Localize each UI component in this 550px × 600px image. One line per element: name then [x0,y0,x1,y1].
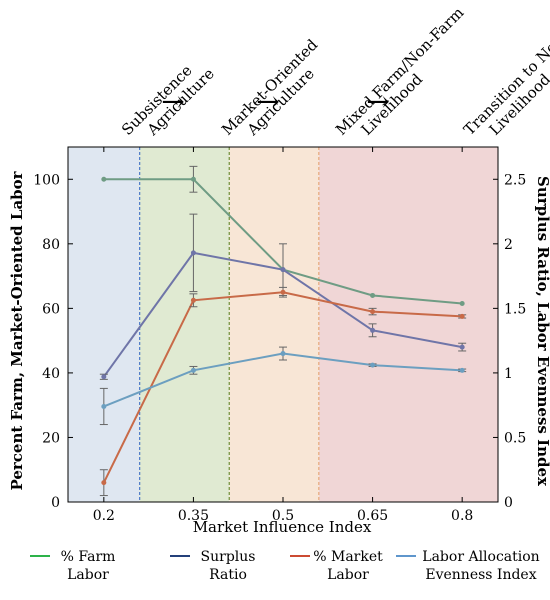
data-point [280,267,286,273]
phase-band [139,147,230,502]
phase-arrow: → [161,85,184,118]
x-axis-label: Market Influence Index [193,518,372,536]
legend: % Farm Labor Surplus Ratio % Market Labor Labo… [30,549,540,583]
series-group [99,286,467,497]
data-point [190,297,196,303]
series-group [99,346,467,426]
data-point [101,403,107,409]
legend-label: Evenness Index [425,567,536,583]
legend-label: Labor [327,567,369,583]
data-point [101,480,107,486]
y-left-tick-label: 20 [42,430,60,446]
legend-label: Labor [67,567,109,583]
data-point [459,313,465,319]
phase-band [229,147,319,502]
data-point [280,289,286,295]
legend-label: Ratio [209,567,247,583]
data-point [101,176,107,182]
legend-label: % Market [313,549,383,565]
y-right-tick-label: 2.5 [504,172,526,188]
y-left-tick-label: 0 [51,495,60,511]
data-point [459,301,465,307]
x-tick-label: 0.65 [357,508,388,524]
data-point [370,327,376,333]
data-point [459,344,465,350]
data-point [101,374,107,380]
x-tick-label: 0.35 [178,508,209,524]
data-point [190,176,196,182]
phase-band [318,147,498,502]
phase-bands [68,147,498,502]
y-right-tick-label: 1 [504,366,513,382]
y-right-tick-label: 0 [504,495,513,511]
phase-band [68,147,140,502]
legend-label: Labor Allocation [422,549,539,565]
data-point [370,292,376,298]
data-point [190,250,196,256]
data-point [370,309,376,315]
y-right-tick-label: 1.5 [504,301,526,317]
y-left-tick-label: 100 [33,172,60,188]
y-left-tick-label: 80 [42,237,60,253]
y-left-tick-label: 40 [42,366,60,382]
phase-arrow: → [256,85,279,118]
legend-label: Surplus [201,549,256,565]
legend-label: % Farm [61,549,116,565]
x-tick-label: 0.2 [93,508,115,524]
data-point [190,367,196,373]
series-layer [99,165,467,497]
series-group [99,213,467,380]
data-point [370,362,376,368]
data-point [459,367,465,373]
y-right-tick-label: 0.5 [504,430,526,446]
x-tick-label: 0.5 [272,508,294,524]
data-point [280,351,286,357]
y-axis-right-label: Surplus Ratio, Labor Evenness Index [534,176,550,487]
phase-arrow: → [366,85,389,118]
y-left-tick-label: 60 [42,301,60,317]
x-tick-label: 0.8 [451,508,473,524]
y-right-tick-label: 2 [504,237,513,253]
axes: 0.2 0.35 0.5 0.65 0.8 0 20 40 60 80 100 0 0.5 1 1.5 2 2.… [33,147,526,524]
y-axis-left-label: Percent Farm, Market-Oriented Labor [8,170,26,490]
